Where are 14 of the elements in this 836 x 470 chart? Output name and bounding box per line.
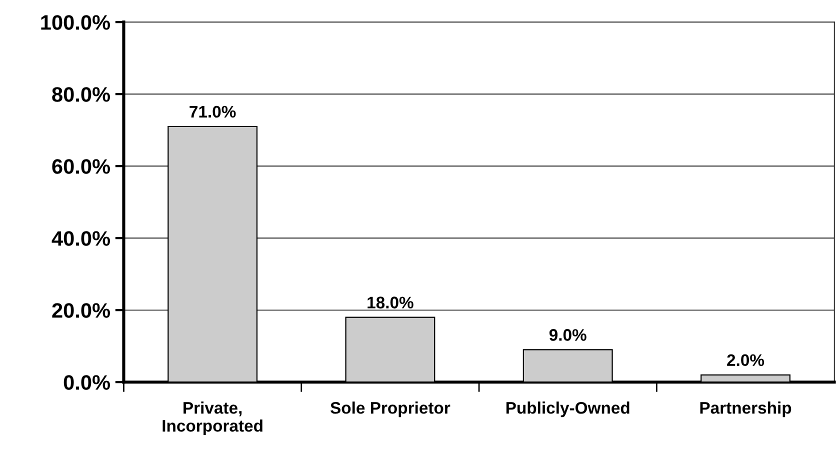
x-tick-label: Private, Incorporated [162, 402, 262, 436]
y-tick-label: 80.0% [52, 87, 110, 102]
y-tick-label: 40.0% [52, 231, 110, 246]
x-tick-label: Sole Proprietor [330, 402, 450, 418]
y-tick-label: 0.0% [64, 375, 110, 390]
y-tick-label: 100.0% [41, 15, 110, 30]
data-label: 9.0% [549, 329, 586, 341]
x-tick-label: Publicly-Owned [506, 402, 630, 418]
data-label: 2.0% [727, 354, 764, 366]
data-label: 18.0% [368, 296, 414, 308]
y-tick-label: 60.0% [52, 159, 110, 174]
y-tick-label: 20.0% [52, 303, 110, 318]
data-label: 71.0% [190, 106, 236, 118]
x-tick-label: Partnership [700, 402, 792, 418]
